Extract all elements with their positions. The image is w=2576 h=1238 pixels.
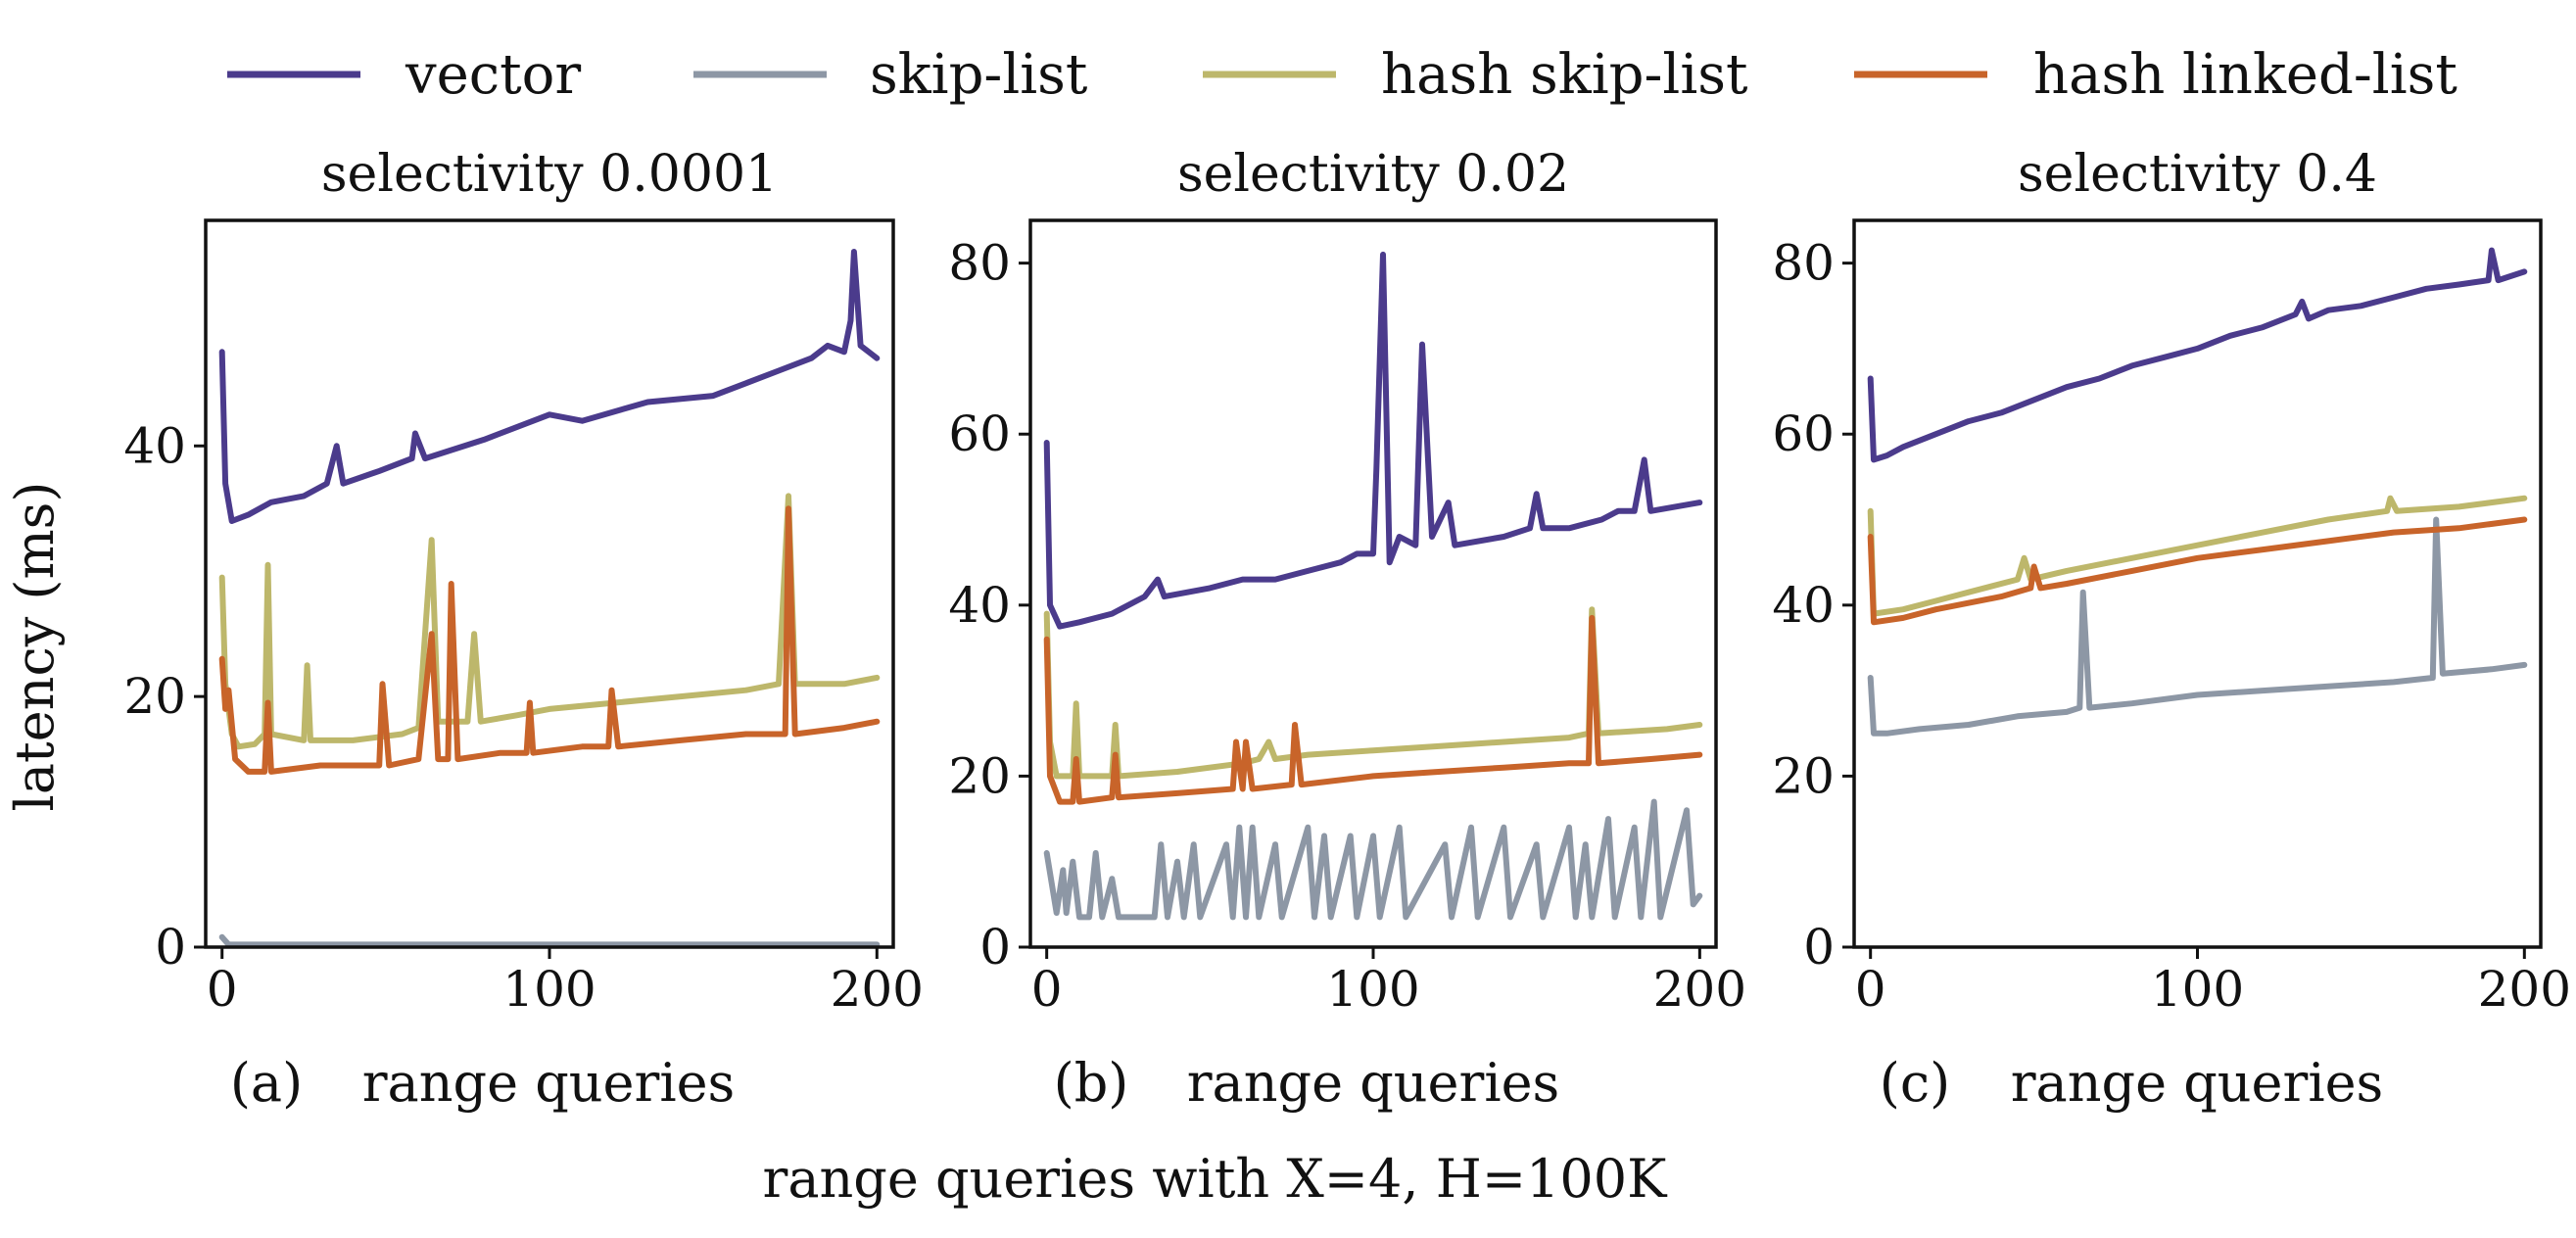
panel-label: (b) — [1054, 1052, 1129, 1114]
series-line-skip-list — [1867, 516, 2528, 737]
x-tick-label: 200 — [1653, 961, 1746, 1018]
y-tick-label: 0 — [1803, 919, 1835, 976]
x-tick-label: 100 — [2151, 961, 2244, 1018]
series-line-hash-skip-list — [218, 493, 881, 750]
y-tick-label: 0 — [155, 919, 186, 976]
legend-item-hash-skip-list: hash skip-list — [1203, 43, 1748, 107]
y-tick-label: 80 — [948, 235, 1011, 292]
panel-label: (a) — [230, 1052, 303, 1114]
y-tick-label: 40 — [1772, 577, 1835, 634]
x-tick-label: 200 — [831, 961, 924, 1018]
x-axis-label: range queries — [2011, 1052, 2384, 1114]
series-line-skip-list — [218, 933, 881, 947]
series-lines — [1043, 251, 1703, 921]
series-line-vector — [1043, 251, 1703, 630]
panel-label: (c) — [1880, 1052, 1950, 1114]
x-tick-label: 0 — [1855, 961, 1886, 1018]
legend-item-vector: vector — [227, 43, 581, 107]
x-tick-label: 0 — [207, 961, 238, 1018]
panel-title: selectivity 0.4 — [2018, 145, 2377, 204]
x-tick-label: 100 — [502, 961, 596, 1018]
series-line-hash-skip-list — [1043, 606, 1703, 780]
x-tick-label: 200 — [2478, 961, 2571, 1018]
panel-title: selectivity 0.02 — [1177, 145, 1569, 204]
chart-panel-1: selectivity 0.0001 0 100 200 0 20 40 (a) range q… — [123, 145, 924, 1114]
x-tick-label: 100 — [1326, 961, 1419, 1018]
series-line-hash-linked-list — [1043, 614, 1703, 805]
y-axis-label: latency (ms) — [4, 482, 66, 812]
legend-item-skip-list: skip-list — [693, 43, 1088, 107]
y-tick-label: 0 — [979, 919, 1011, 976]
chart-panel-2: selectivity 0.02 0 100 200 0 20 40 60 80 (b) range… — [948, 145, 1746, 1114]
series-line-hash-skip-list — [1867, 495, 2528, 617]
y-tick-label: 20 — [123, 668, 186, 725]
y-tick-label: 40 — [123, 417, 186, 474]
y-tick-label: 80 — [1772, 235, 1835, 292]
legend-label-skip-list: skip-list — [870, 43, 1088, 107]
chart-panel-3: selectivity 0.4 0 100 200 0 20 40 60 80 (c) range … — [1772, 145, 2571, 1114]
x-tick-label: 0 — [1031, 961, 1063, 1018]
y-tick-label: 40 — [948, 577, 1011, 634]
series-line-hash-linked-list — [218, 505, 881, 775]
legend-label-vector: vector — [405, 43, 581, 107]
panel-title: selectivity 0.0001 — [321, 145, 778, 204]
figure-suptitle: range queries with X=4, H=100K — [763, 1148, 1669, 1210]
series-line-hash-linked-list — [1867, 516, 2528, 626]
x-axis-label: range queries — [362, 1052, 736, 1114]
series-lines — [1867, 247, 2528, 737]
x-axis-label: range queries — [1187, 1052, 1560, 1114]
legend: vector skip-list hash skip-list hash linked… — [227, 43, 2457, 107]
y-tick-label: 20 — [948, 747, 1011, 804]
legend-label-hash-skip-list: hash skip-list — [1381, 43, 1748, 107]
legend-label-hash-linked-list: hash linked-list — [2033, 43, 2457, 107]
series-line-vector — [218, 249, 881, 524]
y-tick-label: 20 — [1772, 747, 1835, 804]
series-line-vector — [1867, 247, 2528, 463]
y-tick-label: 60 — [948, 405, 1011, 462]
series-line-skip-list — [1043, 798, 1703, 921]
y-tick-label: 60 — [1772, 405, 1835, 462]
series-lines — [218, 249, 881, 947]
legend-item-hash-linked-list: hash linked-list — [1854, 43, 2457, 107]
